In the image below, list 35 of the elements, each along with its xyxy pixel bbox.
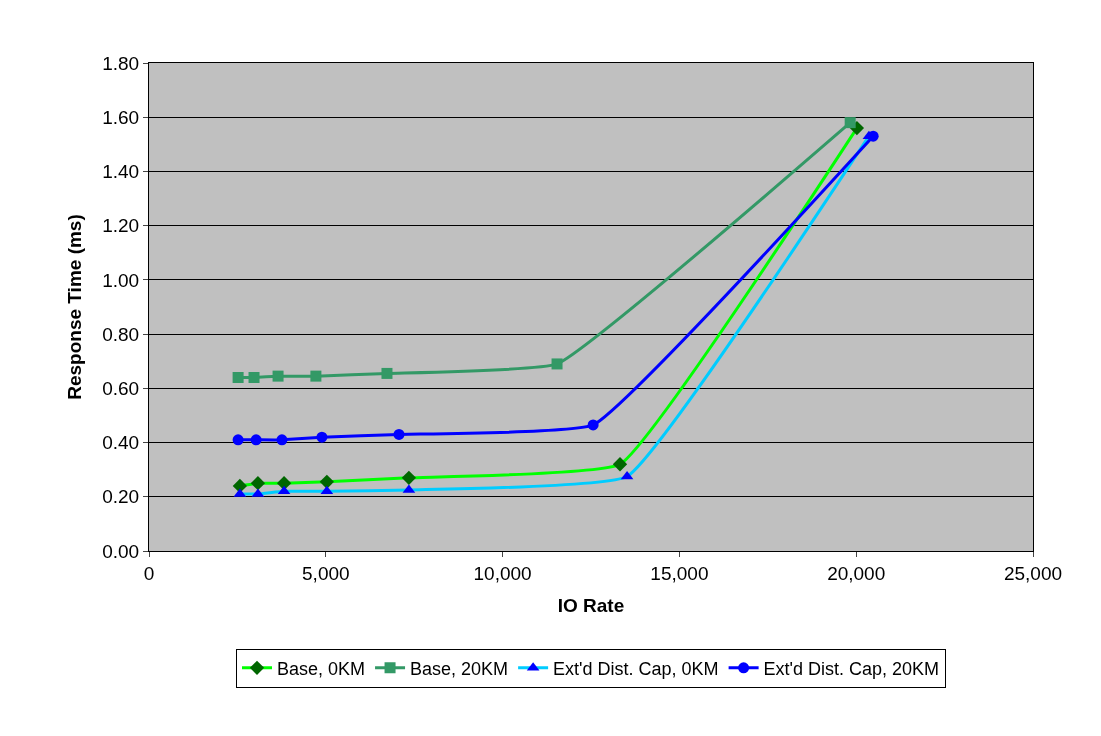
- x-tick-label: 20,000: [827, 562, 886, 584]
- y-tick-label: 1.60: [102, 106, 140, 128]
- y-tick-label: 0.80: [102, 323, 140, 345]
- y-tick-label: 1.00: [102, 269, 140, 291]
- point: [551, 358, 563, 370]
- legend-label: Ext'd Dist. Cap, 20KM: [763, 658, 940, 679]
- legend-label: Base, 20KM: [410, 658, 509, 679]
- y-tick-label: 0.00: [102, 540, 140, 562]
- point: [381, 367, 393, 379]
- y-tick-label: 0.60: [102, 377, 140, 399]
- point: [587, 419, 599, 431]
- point: [276, 434, 288, 446]
- legend-label: Ext'd Dist. Cap, 0KM: [553, 658, 719, 679]
- legend-label: Base, 0KM: [277, 658, 366, 679]
- y-tick-label: 0.40: [102, 432, 140, 454]
- point: [272, 370, 284, 382]
- y-axis-title: Response Time (ms): [64, 214, 86, 400]
- point: [316, 431, 328, 443]
- y-tick-label: 1.80: [102, 52, 140, 74]
- point: [844, 117, 856, 129]
- x-tick-label: 0: [143, 562, 155, 584]
- point: [310, 370, 322, 382]
- x-tick-label: 25,000: [1003, 562, 1063, 584]
- point: [250, 434, 262, 446]
- point: [248, 371, 260, 383]
- y-tick-label: 1.20: [102, 215, 140, 237]
- y-tick-label: 0.20: [102, 486, 140, 508]
- x-axis-title: IO Rate: [557, 594, 625, 616]
- point: [393, 428, 405, 440]
- x-tick-label: 15,000: [650, 562, 709, 584]
- point: [232, 434, 244, 446]
- point: [232, 371, 244, 383]
- x-tick-label: 5,000: [302, 562, 350, 584]
- x-tick-label: 10,000: [473, 562, 532, 584]
- y-tick-label: 1.40: [102, 161, 140, 183]
